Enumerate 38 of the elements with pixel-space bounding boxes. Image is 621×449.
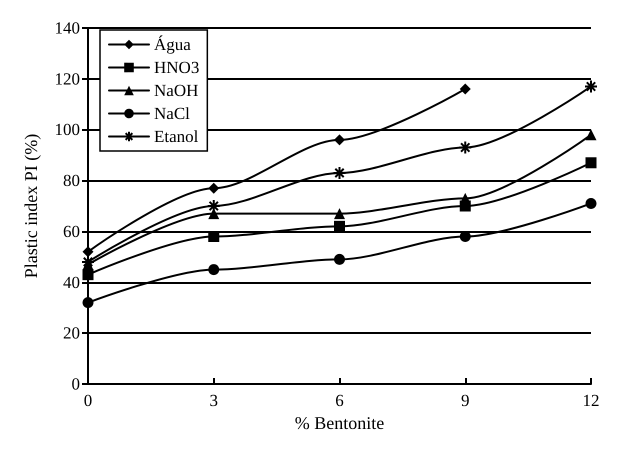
x-tick-label: 9 <box>461 391 470 410</box>
y-axis-title: Plastic index PI (%) <box>21 134 41 278</box>
point <box>460 84 471 95</box>
y-tick-label: 60 <box>63 222 80 241</box>
point <box>82 297 94 308</box>
point <box>586 157 596 168</box>
point <box>334 134 345 146</box>
y-tick-label: 80 <box>63 171 80 190</box>
point <box>586 129 596 140</box>
point <box>586 198 596 209</box>
point <box>332 166 346 180</box>
legend-label: Etanol <box>154 127 199 146</box>
point <box>458 140 472 155</box>
y-tick-label: 120 <box>54 69 80 88</box>
point <box>82 269 94 280</box>
point <box>334 208 345 220</box>
x-tick-label: 12 <box>582 391 600 410</box>
point <box>208 264 220 276</box>
y-tick-label: 140 <box>54 18 80 38</box>
point <box>82 246 94 258</box>
point <box>208 208 220 220</box>
point <box>334 254 345 265</box>
point <box>208 182 220 194</box>
x-tick-label: 3 <box>210 391 218 410</box>
x-axis-title: % Bentonite <box>294 413 384 433</box>
point <box>334 220 345 232</box>
y-tick-label: 0 <box>72 374 80 394</box>
x-tick-label: 0 <box>84 391 92 410</box>
point <box>460 192 471 204</box>
legend-label: HNO3 <box>154 58 200 77</box>
x-tick-label: 6 <box>335 391 344 410</box>
y-tick-label: 20 <box>63 324 80 343</box>
legend-label: Água <box>154 35 192 54</box>
legend-label: NaCl <box>154 104 190 123</box>
point <box>206 199 221 213</box>
y-tick-label: 40 <box>63 272 80 292</box>
legend-label: NaOH <box>154 81 198 100</box>
y-tick-label: 100 <box>54 120 80 140</box>
